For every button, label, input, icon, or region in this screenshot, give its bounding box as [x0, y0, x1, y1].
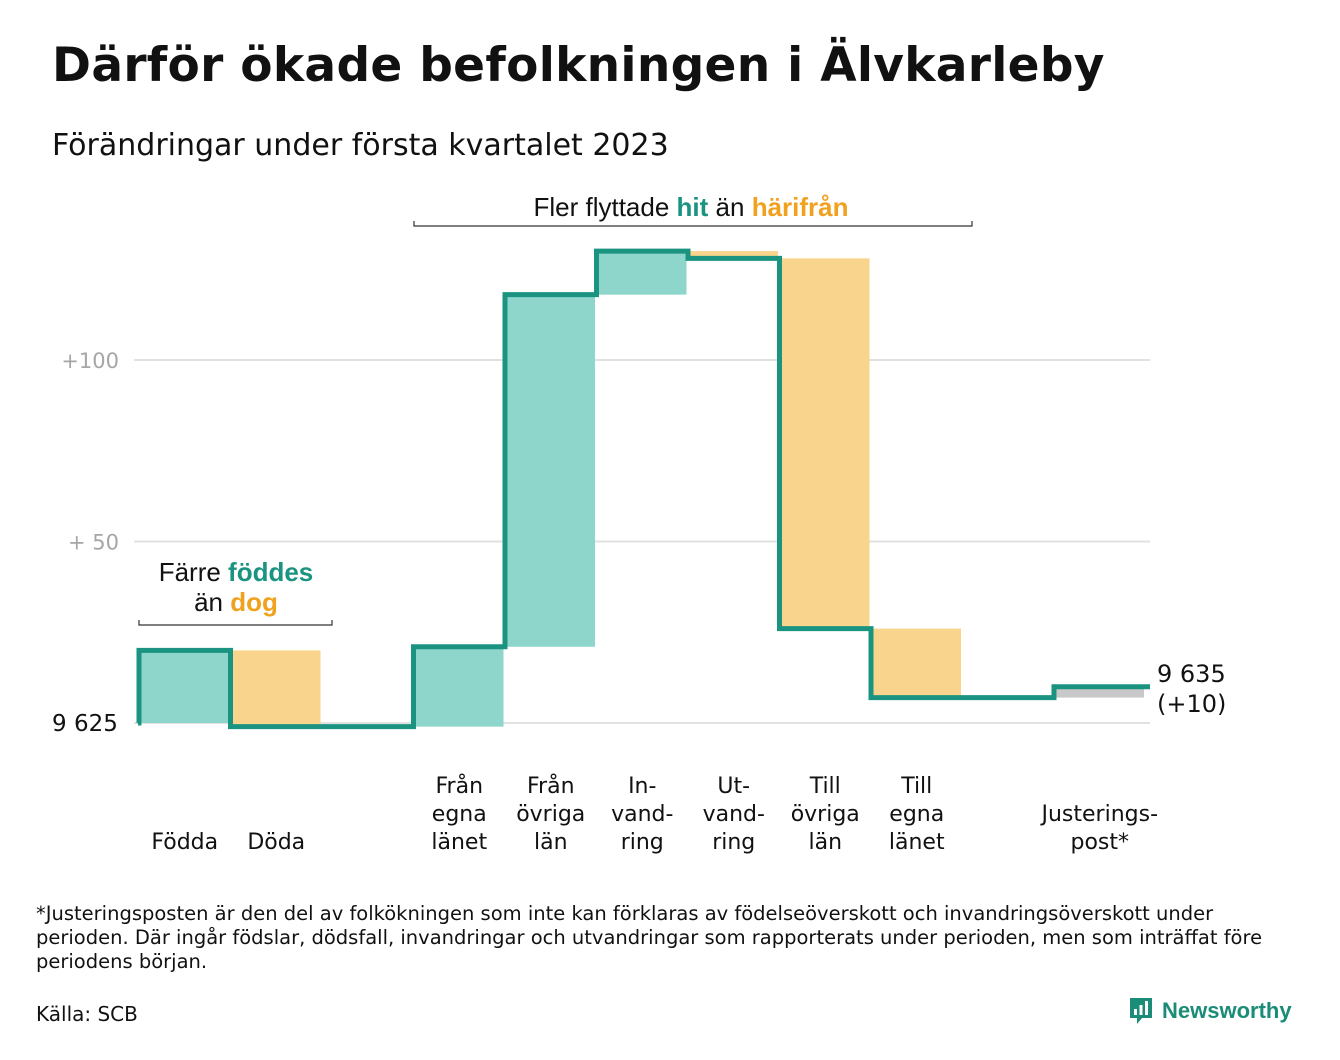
annotation-migration-text-part: hit — [677, 192, 709, 222]
annotation-migration-text: Fler flyttade hit än härifrån — [533, 192, 848, 222]
bar-fodda — [140, 650, 229, 723]
category-label: egna — [432, 802, 487, 827]
annotation-births-text-part: Färre — [159, 557, 228, 587]
page-subtitle: Förändringar under första kvartalet 2023 — [52, 128, 669, 163]
annotation-births-bracket — [138, 620, 333, 626]
category-labels: Födda Döda Från egna länet Från övriga län In-va… — [151, 773, 1158, 855]
category-label: län — [808, 830, 842, 855]
end-value-label: 9 635 — [1157, 660, 1226, 688]
y-tick-label: +100 — [61, 349, 119, 373]
brand-logo[interactable]: Newsworthy — [1128, 996, 1292, 1026]
category-label: länet — [431, 830, 487, 855]
category-label: ring — [712, 830, 755, 855]
bar-justering — [1055, 686, 1144, 698]
category-label: In- — [628, 774, 656, 799]
newsworthy-logo-icon — [1130, 998, 1152, 1024]
annotation-migration-text-part: än — [708, 192, 751, 222]
page-title: Därför ökade befolkningen i Älvkarleby — [52, 38, 1105, 93]
annotation-births-text-part: än — [194, 587, 230, 617]
category-label: Till — [809, 774, 841, 799]
gridlines: +100 + 50 — [61, 349, 1150, 724]
category-label: län — [534, 830, 568, 855]
y-tick-label: + 50 — [68, 531, 119, 555]
category-label: ring — [621, 830, 664, 855]
bar-doda — [232, 650, 321, 727]
annotation-migration: Fler flyttade hit än härifrån — [413, 192, 973, 227]
category-label: vand- — [703, 802, 765, 827]
category-label: Ut- — [717, 774, 750, 799]
bar-till-egna — [872, 628, 961, 698]
category-label: Födda — [151, 830, 218, 855]
start-value-label: 9 625 — [52, 711, 118, 737]
annotation-births-text-part: föddes — [228, 557, 313, 587]
bar-fran-ovriga — [506, 294, 595, 647]
category-label: vand- — [611, 802, 673, 827]
annotation-births-text: Färre föddes — [159, 557, 314, 587]
bars — [140, 251, 1144, 728]
annotation-migration-text-part: Fler flyttade — [533, 192, 676, 222]
category-label: Döda — [247, 830, 305, 855]
brand-name: Newsworthy — [1162, 998, 1292, 1023]
category-label: Till — [900, 774, 932, 799]
category-label: länet — [889, 830, 945, 855]
source-label: Källa: SCB — [36, 1002, 138, 1026]
bar-fran-egna — [415, 646, 504, 727]
category-label: övriga — [791, 802, 860, 827]
bar-till-ovriga — [781, 258, 870, 629]
annotation-births-text-part: dog — [230, 587, 278, 617]
category-label: post* — [1070, 830, 1129, 855]
annotation-births-text: än dog — [194, 587, 278, 617]
category-label: Från — [435, 773, 483, 799]
category-label: Justerings- — [1039, 802, 1158, 827]
bar-utvandring — [689, 251, 778, 259]
footnote: *Justeringsposten är den del av folkökni… — [36, 902, 1263, 973]
end-change-label: (+10) — [1157, 690, 1226, 718]
cumulative-step-line — [136, 248, 1150, 730]
bar-invandring — [598, 251, 687, 295]
category-label: övriga — [516, 802, 585, 827]
category-label: egna — [889, 802, 944, 827]
annotation-migration-text-part: härifrån — [752, 192, 849, 222]
category-label: Från — [527, 773, 575, 799]
annotation-migration-bracket — [413, 221, 973, 227]
